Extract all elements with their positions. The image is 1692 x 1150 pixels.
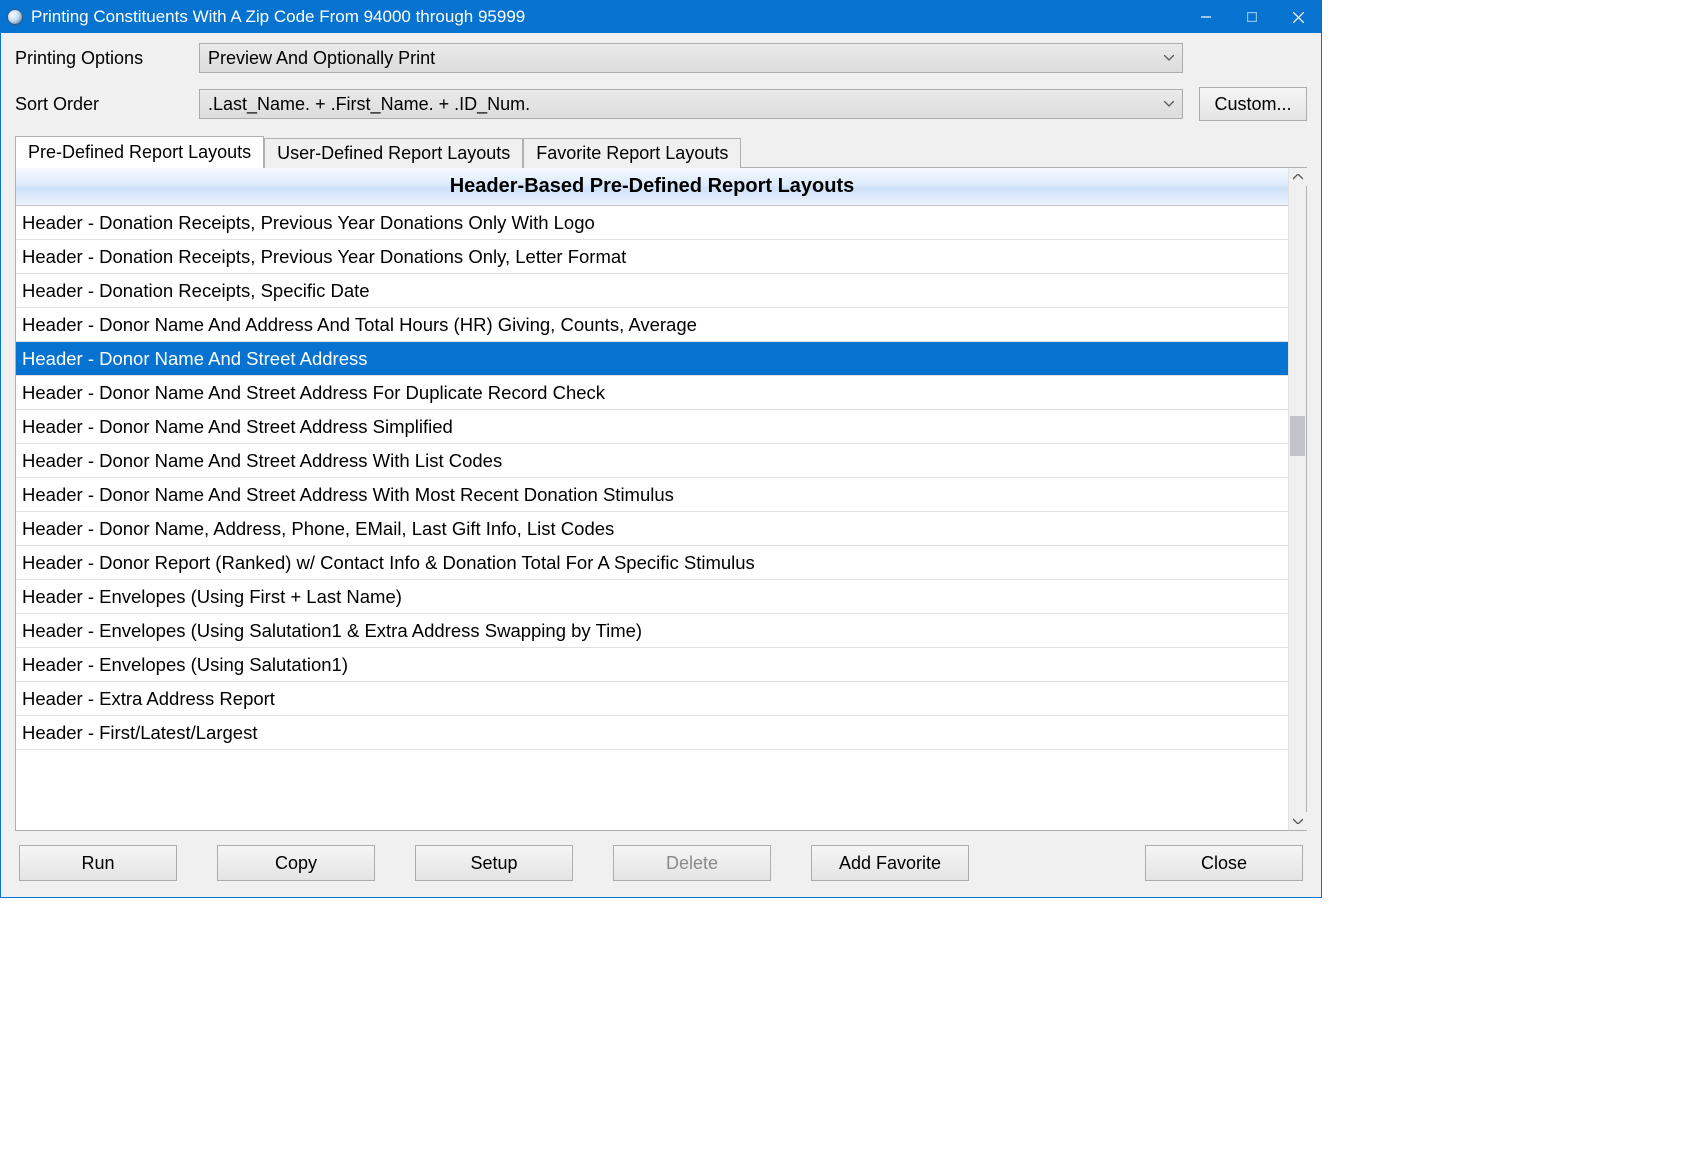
printing-options-combobox[interactable]: Preview And Optionally Print: [199, 43, 1183, 73]
scroll-down-button[interactable]: [1289, 812, 1307, 830]
layout-row[interactable]: Header - Donor Name And Address And Tota…: [16, 308, 1288, 342]
printing-options-value: Preview And Optionally Print: [208, 48, 435, 69]
minimize-button[interactable]: [1183, 1, 1229, 33]
minimize-icon: [1201, 12, 1211, 22]
layout-row-label: Header - Extra Address Report: [22, 688, 275, 710]
options-area: Printing Options Preview And Optionally …: [1, 33, 1321, 135]
layout-row-label: Header - Donation Receipts, Specific Dat…: [22, 280, 370, 302]
layout-row-label: Header - Donor Name And Street Address F…: [22, 382, 605, 404]
chevron-down-icon: [1164, 55, 1174, 61]
close-button[interactable]: Close: [1145, 845, 1303, 881]
layout-row-label: Header - Donation Receipts, Previous Yea…: [22, 212, 595, 234]
printing-options-wrap: Preview And Optionally Print: [199, 43, 1183, 73]
layout-list-body: Header - Donation Receipts, Previous Yea…: [16, 206, 1288, 830]
layout-row-label: Header - Donor Name, Address, Phone, EMa…: [22, 518, 614, 540]
layout-row[interactable]: Header - Donor Report (Ranked) w/ Contac…: [16, 546, 1288, 580]
button-bar-left: Run Copy Setup Delete Add Favorite: [19, 845, 969, 881]
maximize-button: [1229, 1, 1275, 33]
button-bar: Run Copy Setup Delete Add Favorite Close: [1, 831, 1321, 897]
chevron-up-icon: [1293, 174, 1303, 180]
layout-row-label: Header - First/Latest/Largest: [22, 722, 257, 744]
titlebar: Printing Constituents With A Zip Code Fr…: [1, 1, 1321, 33]
scrollbar-thumb[interactable]: [1290, 416, 1305, 456]
setup-button[interactable]: Setup: [415, 845, 573, 881]
vertical-scrollbar[interactable]: [1288, 168, 1306, 830]
tab-userdefined[interactable]: User-Defined Report Layouts: [264, 138, 523, 168]
scroll-up-button[interactable]: [1289, 168, 1307, 186]
layout-row[interactable]: Header - Donor Name And Street Address: [16, 342, 1288, 376]
dialog-window: Printing Constituents With A Zip Code Fr…: [0, 0, 1322, 898]
layout-row-label: Header - Donor Name And Address And Tota…: [22, 314, 697, 336]
sort-order-value: .Last_Name. + .First_Name. + .ID_Num.: [208, 94, 530, 115]
button-bar-right: Close: [1145, 845, 1303, 881]
layout-row-label: Header - Donor Name And Street Address S…: [22, 416, 453, 438]
layout-row[interactable]: Header - Donor Name And Street Address W…: [16, 478, 1288, 512]
tab-predefined-label: Pre-Defined Report Layouts: [28, 142, 251, 163]
printing-options-row: Printing Options Preview And Optionally …: [15, 43, 1307, 73]
layout-row[interactable]: Header - Envelopes (Using Salutation1): [16, 648, 1288, 682]
sort-order-wrap: .Last_Name. + .First_Name. + .ID_Num.: [199, 89, 1183, 119]
layout-row[interactable]: Header - Donation Receipts, Specific Dat…: [16, 274, 1288, 308]
custom-button[interactable]: Custom...: [1199, 87, 1307, 121]
close-icon: [1293, 12, 1304, 23]
layout-row-label: Header - Donor Name And Street Address W…: [22, 450, 502, 472]
layout-row[interactable]: Header - Donor Name, Address, Phone, EMa…: [16, 512, 1288, 546]
layout-list[interactable]: Header - Donation Receipts, Previous Yea…: [16, 206, 1288, 750]
tab-predefined[interactable]: Pre-Defined Report Layouts: [15, 136, 264, 168]
layout-row-label: Header - Donor Name And Street Address W…: [22, 484, 674, 506]
delete-button: Delete: [613, 845, 771, 881]
app-icon: [7, 9, 23, 25]
copy-button[interactable]: Copy: [217, 845, 375, 881]
printing-options-label: Printing Options: [15, 48, 199, 69]
copy-button-label: Copy: [275, 853, 317, 874]
layout-row[interactable]: Header - Extra Address Report: [16, 682, 1288, 716]
run-button-label: Run: [81, 853, 114, 874]
layout-row-label: Header - Donation Receipts, Previous Yea…: [22, 246, 626, 268]
layout-row[interactable]: Header - Envelopes (Using First + Last N…: [16, 580, 1288, 614]
window-title: Printing Constituents With A Zip Code Fr…: [31, 7, 1183, 27]
tab-strip: Pre-Defined Report Layouts User-Defined …: [15, 135, 1307, 167]
sort-order-combobox[interactable]: .Last_Name. + .First_Name. + .ID_Num.: [199, 89, 1183, 119]
maximize-icon: [1247, 12, 1257, 22]
chevron-down-icon: [1293, 818, 1303, 824]
custom-button-cell: Custom...: [1183, 87, 1307, 121]
layout-row[interactable]: Header - First/Latest/Largest: [16, 716, 1288, 750]
chevron-down-icon: [1164, 101, 1174, 107]
run-button[interactable]: Run: [19, 845, 177, 881]
sort-order-row: Sort Order .Last_Name. + .First_Name. + …: [15, 87, 1307, 121]
close-button-label: Close: [1201, 853, 1247, 874]
close-window-button[interactable]: [1275, 1, 1321, 33]
layout-row-label: Header - Envelopes (Using Salutation1 & …: [22, 620, 642, 642]
add-favorite-button[interactable]: Add Favorite: [811, 845, 969, 881]
tabs-container: Pre-Defined Report Layouts User-Defined …: [1, 135, 1321, 831]
layout-list-area: Header-Based Pre-Defined Report Layouts …: [16, 168, 1288, 830]
layout-row[interactable]: Header - Envelopes (Using Salutation1 & …: [16, 614, 1288, 648]
layout-row[interactable]: Header - Donor Name And Street Address W…: [16, 444, 1288, 478]
layout-row[interactable]: Header - Donation Receipts, Previous Yea…: [16, 206, 1288, 240]
tab-favorite[interactable]: Favorite Report Layouts: [523, 138, 741, 168]
layout-row-label: Header - Envelopes (Using First + Last N…: [22, 586, 402, 608]
setup-button-label: Setup: [470, 853, 517, 874]
layout-row-label: Header - Donor Name And Street Address: [22, 348, 368, 370]
tab-userdefined-label: User-Defined Report Layouts: [277, 143, 510, 164]
delete-button-label: Delete: [666, 853, 718, 874]
layout-row[interactable]: Header - Donation Receipts, Previous Yea…: [16, 240, 1288, 274]
layout-row-label: Header - Envelopes (Using Salutation1): [22, 654, 348, 676]
layout-row[interactable]: Header - Donor Name And Street Address S…: [16, 410, 1288, 444]
tab-favorite-label: Favorite Report Layouts: [536, 143, 728, 164]
layout-row-label: Header - Donor Report (Ranked) w/ Contac…: [22, 552, 755, 574]
layout-row[interactable]: Header - Donor Name And Street Address F…: [16, 376, 1288, 410]
add-favorite-button-label: Add Favorite: [839, 853, 941, 874]
tab-content: Header-Based Pre-Defined Report Layouts …: [15, 167, 1307, 831]
window-controls: [1183, 1, 1321, 33]
layout-list-header: Header-Based Pre-Defined Report Layouts: [16, 168, 1288, 206]
custom-button-label: Custom...: [1214, 94, 1291, 115]
sort-order-label: Sort Order: [15, 94, 199, 115]
